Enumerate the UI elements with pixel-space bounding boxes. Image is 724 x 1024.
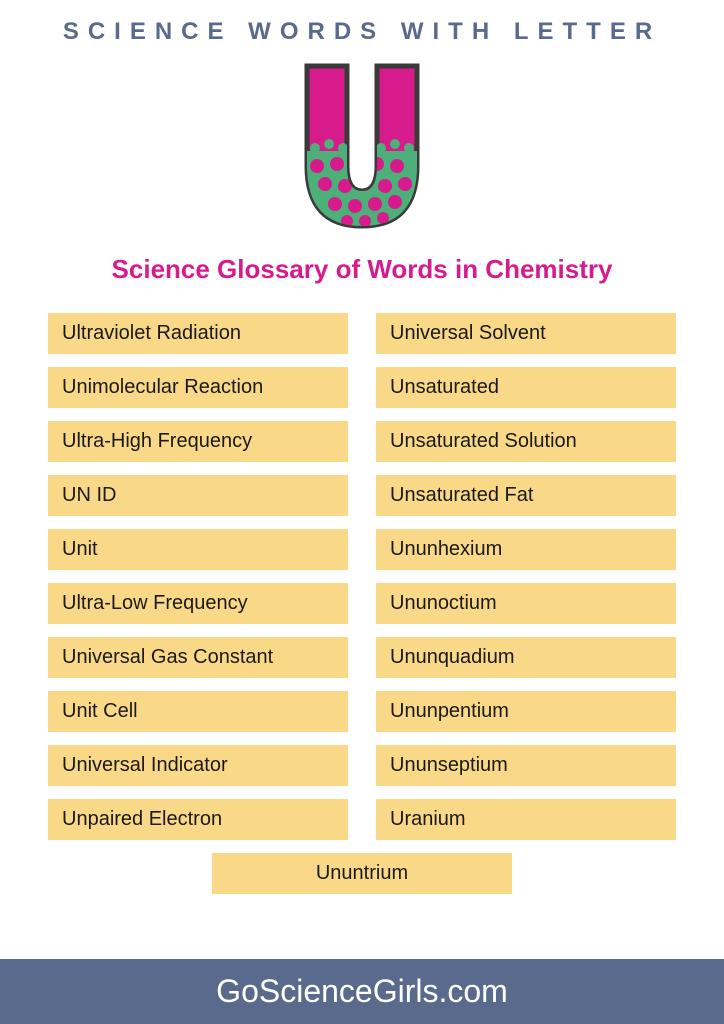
word-item: Unsaturated Solution (376, 421, 676, 462)
letter-graphic-container (0, 56, 724, 236)
word-item: Universal Solvent (376, 313, 676, 354)
word-item: Uranium (376, 799, 676, 840)
word-item: UN ID (48, 475, 348, 516)
word-item: Unpaired Electron (48, 799, 348, 840)
bottom-word-row: Ununtrium (0, 853, 724, 894)
word-item: Universal Indicator (48, 745, 348, 786)
left-column: Ultraviolet Radiation Unimolecular React… (48, 313, 348, 840)
word-item: Ultra-High Frequency (48, 421, 348, 462)
word-item: Unsaturated (376, 367, 676, 408)
word-item: Ununhexium (376, 529, 676, 570)
word-item: Unsaturated Fat (376, 475, 676, 516)
word-item: Ultraviolet Radiation (48, 313, 348, 354)
word-item: Universal Gas Constant (48, 637, 348, 678)
word-item: Ununoctium (376, 583, 676, 624)
words-columns: Ultraviolet Radiation Unimolecular React… (0, 313, 724, 840)
page-header-title: SCIENCE WORDS WITH LETTER (0, 0, 724, 46)
word-item: Unit Cell (48, 691, 348, 732)
word-item: Unit (48, 529, 348, 570)
subtitle: Science Glossary of Words in Chemistry (0, 254, 724, 285)
word-item: Ununseptium (376, 745, 676, 786)
word-item: Ununquadium (376, 637, 676, 678)
word-item: Ununtrium (212, 853, 512, 894)
letter-u-icon (287, 56, 437, 236)
right-column: Universal Solvent Unsaturated Unsaturate… (376, 313, 676, 840)
word-item: Ununpentium (376, 691, 676, 732)
footer-bar: GoScienceGirls.com (0, 959, 724, 1024)
word-item: Ultra-Low Frequency (48, 583, 348, 624)
word-item: Unimolecular Reaction (48, 367, 348, 408)
